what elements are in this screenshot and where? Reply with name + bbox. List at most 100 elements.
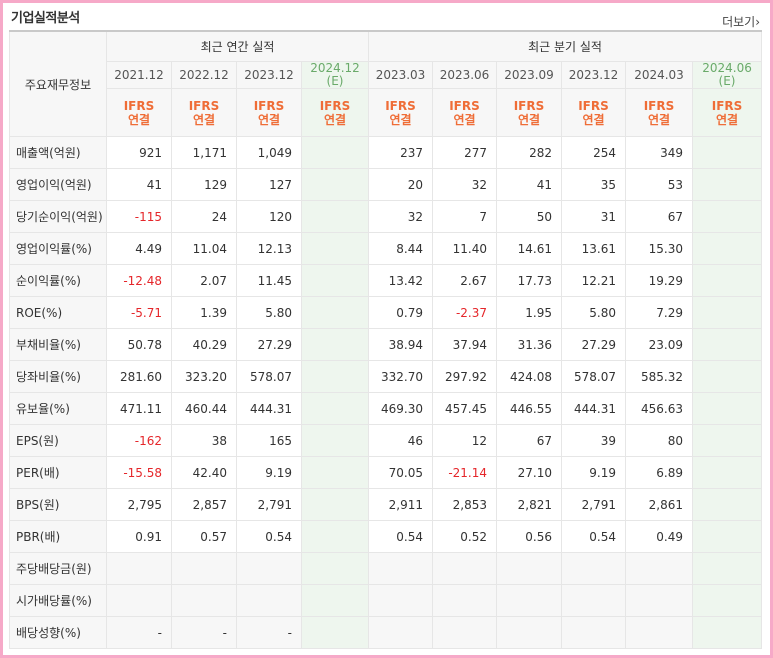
quarter-value-cell — [691, 488, 763, 521]
annual-value-cell: - — [236, 616, 302, 649]
quarter-value-cell — [432, 584, 497, 617]
annual-value-cell — [301, 264, 369, 297]
quarter-value-cell: 7.29 — [625, 296, 693, 329]
annual-value-cell: - — [106, 616, 172, 649]
row-label: BPS(원) — [9, 488, 107, 521]
quarter-value-cell: 12 — [432, 424, 497, 457]
quarter-value-cell — [625, 584, 693, 617]
annual-value-cell — [301, 584, 369, 617]
consolidated-label: 연결 — [389, 112, 412, 127]
quarter-value-cell: 27.29 — [561, 328, 626, 361]
row-label: 유보율(%) — [9, 392, 107, 425]
annual-value-cell — [301, 552, 369, 585]
annual-value-cell: 129 — [171, 168, 237, 201]
annual-value-cell: 921 — [106, 136, 172, 169]
quarter-period-header: 2023.09 — [496, 61, 562, 89]
quarter-value-cell: 0.54 — [368, 520, 433, 553]
annual-value-cell — [106, 584, 172, 617]
annual-value-cell — [301, 392, 369, 425]
table-row: 매출액(억원) 921 1,171 1,049 237 277 282 254 349 — [9, 136, 763, 169]
annual-value-cell: 323.20 — [171, 360, 237, 393]
annual-value-cell: 11.45 — [236, 264, 302, 297]
quarter-value-cell: 277 — [432, 136, 497, 169]
quarter-group-header: 최근 분기 실적 — [367, 30, 763, 62]
annual-value-cell: 24 — [171, 200, 237, 233]
quarter-value-cell: 349 — [625, 136, 693, 169]
annual-value-cell: 2,791 — [236, 488, 302, 521]
annual-value-cell: 165 — [236, 424, 302, 457]
more-link[interactable]: 더보기› — [722, 13, 760, 30]
period-label: 2023.03 — [375, 67, 426, 82]
period-label: 2024.03 — [634, 67, 684, 82]
consolidated-label: 연결 — [582, 112, 605, 127]
quarter-value-cell: 0.79 — [368, 296, 433, 329]
quarter-value-cell — [496, 552, 562, 585]
annual-value-cell: 1.39 — [171, 296, 237, 329]
annual-value-cell: 1,049 — [236, 136, 302, 169]
quarter-value-cell — [691, 200, 763, 233]
annual-value-cell — [171, 584, 237, 617]
table-row: 유보율(%) 471.11 460.44 444.31 469.30 457.45 446.… — [9, 392, 763, 425]
ifrs-consolidated-header: IFRS 연결 — [236, 88, 302, 137]
period-label: 2023.12 — [568, 67, 619, 82]
row-label: 배당성향(%) — [9, 616, 107, 649]
quarter-value-cell: 46 — [368, 424, 433, 457]
quarter-value-cell: 37.94 — [432, 328, 497, 361]
annual-value-cell — [236, 552, 302, 585]
quarter-value-cell — [691, 456, 763, 489]
ifrs-consolidated-header: IFRS 연결 — [625, 88, 693, 137]
quarter-period-header: 2023.03 — [368, 61, 433, 89]
quarter-value-cell: 8.44 — [368, 232, 433, 265]
annual-value-cell: -115 — [106, 200, 172, 233]
annual-value-cell: -12.48 — [106, 264, 172, 297]
consolidated-label: 연결 — [257, 112, 281, 127]
quarter-value-cell: 11.40 — [432, 232, 497, 265]
quarter-value-cell: 41 — [496, 168, 562, 201]
quarter-value-cell — [691, 360, 763, 393]
ifrs-label: IFRS — [319, 98, 351, 113]
quarter-value-cell — [691, 328, 763, 361]
ifrs-consolidated-header: IFRS 연결 — [496, 88, 562, 137]
annual-value-cell: 444.31 — [236, 392, 302, 425]
period-label: 2024.12 — [310, 61, 360, 75]
annual-value-cell — [301, 168, 369, 201]
annual-value-cell: 5.80 — [236, 296, 302, 329]
table-row: 당좌비율(%) 281.60 323.20 578.07 332.70 297.92 424… — [9, 360, 763, 393]
consolidated-label: 연결 — [127, 112, 151, 127]
annual-value-cell: 120 — [236, 200, 302, 233]
ifrs-consolidated-header: IFRS 연결 — [561, 88, 626, 137]
table-row: 순이익률(%) -12.48 2.07 11.45 13.42 2.67 17.73 12.2… — [9, 264, 763, 297]
quarter-value-cell — [691, 136, 763, 169]
quarter-value-cell — [368, 584, 433, 617]
row-label: 영업이익률(%) — [9, 232, 107, 265]
ifrs-label: IFRS — [188, 98, 220, 113]
quarter-value-cell: 7 — [432, 200, 497, 233]
quarter-value-cell: 2,911 — [368, 488, 433, 521]
annual-value-cell: 40.29 — [171, 328, 237, 361]
table-row: 영업이익률(%) 4.49 11.04 12.13 8.44 11.40 14.61 13.6… — [9, 232, 763, 265]
annual-value-cell: 281.60 — [106, 360, 172, 393]
quarter-value-cell: 469.30 — [368, 392, 433, 425]
quarter-value-cell: 446.55 — [496, 392, 562, 425]
annual-value-cell — [106, 552, 172, 585]
row-label: 영업이익(억원) — [9, 168, 107, 201]
quarter-value-cell — [691, 552, 763, 585]
annual-value-cell: - — [171, 616, 237, 649]
quarter-value-cell: 457.45 — [432, 392, 497, 425]
quarter-value-cell: 456.63 — [625, 392, 693, 425]
quarter-value-cell — [691, 296, 763, 329]
annual-value-cell: 2,857 — [171, 488, 237, 521]
period-label: 2021.12 — [114, 67, 164, 82]
ifrs-consolidated-header: IFRS 연결 — [691, 88, 763, 137]
quarter-value-cell: 13.42 — [368, 264, 433, 297]
quarter-value-cell: 424.08 — [496, 360, 562, 393]
table-row: PER(배) -15.58 42.40 9.19 70.05 -21.14 27.10 9.1… — [9, 456, 763, 489]
annual-value-cell: 9.19 — [236, 456, 302, 489]
ifrs-label: IFRS — [449, 98, 480, 113]
quarter-value-cell — [691, 232, 763, 265]
quarter-value-cell — [496, 616, 562, 649]
annual-value-cell: 41 — [106, 168, 172, 201]
quarter-value-cell: 31 — [561, 200, 626, 233]
quarter-value-cell — [691, 424, 763, 457]
quarter-value-cell: 12.21 — [561, 264, 626, 297]
